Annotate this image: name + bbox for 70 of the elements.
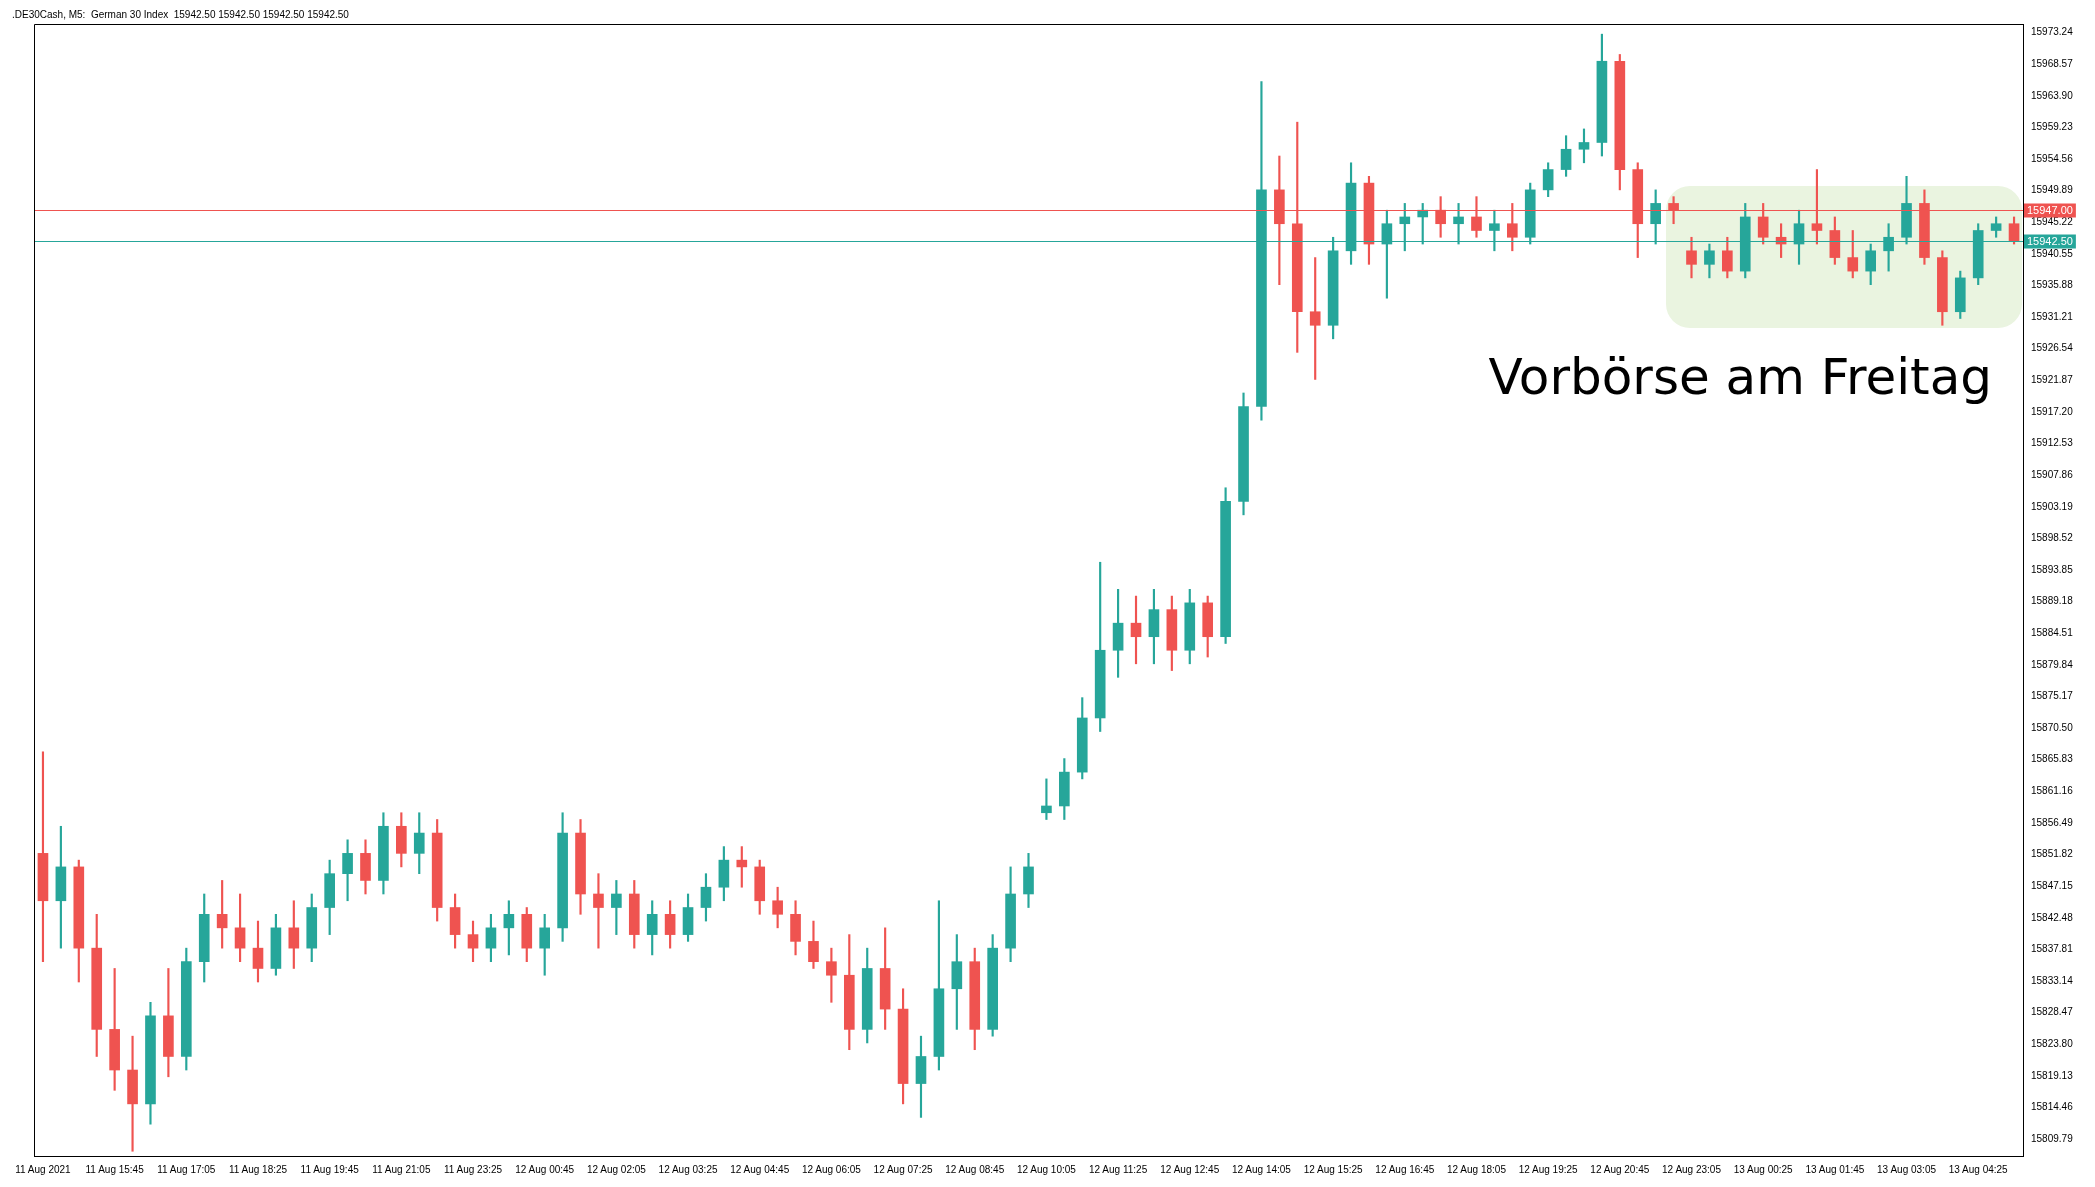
x-tick-label: 13 Aug 01:45 [1805,1163,1865,1175]
y-tick-label: 15921.87 [2031,374,2074,386]
x-tick-label: 12 Aug 02:05 [586,1163,647,1175]
y-tick-label: 15912.53 [2031,437,2074,449]
x-tick-label: 12 Aug 19:25 [1518,1163,1579,1175]
x-tick-label: 12 Aug 16:45 [1375,1163,1435,1175]
x-tick-label: 11 Aug 17:05 [157,1163,216,1175]
y-tick-label: 15907.86 [2031,468,2074,480]
y-tick-label: 15809.79 [2031,1132,2074,1144]
x-tick-label: 11 Aug 23:25 [443,1163,503,1175]
x-tick-label: 11 Aug 21:05 [372,1163,431,1175]
x-tick-label: 12 Aug 00:45 [515,1163,575,1175]
x-tick-label: 12 Aug 04:45 [730,1163,790,1175]
y-tick-label: 15856.49 [2031,816,2074,828]
x-tick-label: 12 Aug 07:25 [873,1163,933,1175]
y-tick-label: 15903.19 [2031,500,2074,512]
x-tick-label: 12 Aug 08:45 [945,1163,1005,1175]
annotation: Vorbörse am Freitag [1488,347,1993,406]
y-tick-label: 15814.46 [2031,1101,2074,1113]
y-tick-label: 15870.50 [2031,721,2074,733]
y-tick-label: 15945.22 [2031,215,2074,227]
y-tick-label: 15837.81 [2031,943,2074,955]
x-tick-label: 11 Aug 18:25 [228,1163,288,1175]
y-tick-label: 15865.83 [2031,753,2074,765]
x-tick-label: 12 Aug 03:25 [658,1163,718,1175]
y-tick-label: 15847.15 [2031,879,2074,891]
y-tick-label: 15875.17 [2031,690,2074,702]
y-tick-label: 15898.52 [2031,532,2074,544]
y-tick-label: 15968.57 [2031,57,2074,69]
x-tick-label: 12 Aug 14:05 [1231,1163,1292,1175]
x-tick-label: 11 Aug 15:45 [85,1163,145,1175]
y-tick-label: 15935.88 [2031,279,2074,291]
y-tick-label: 15833.14 [2031,974,2074,986]
x-tick-label: 11 Aug 2021 [15,1163,72,1175]
chart-title: .DE30Cash, M5: German 30 Index 15942.50 15942.50 15942.50 15942.50 [12,9,349,20]
x-tick-label: 12 Aug 15:25 [1303,1163,1364,1175]
y-tick-label: 15823.80 [2031,1038,2074,1050]
y-tick-label: 15819.13 [2031,1069,2074,1081]
y-tick-label: 15884.51 [2031,627,2074,639]
y-tick-label: 15893.85 [2031,563,2074,575]
y-tick-label: 15931.21 [2031,310,2074,322]
x-tick-label: 13 Aug 00:25 [1733,1163,1794,1175]
y-tick-label: 15851.82 [2031,848,2074,860]
y-tick-label: 15842.48 [2031,911,2074,923]
y-tick-label: 15861.16 [2031,785,2074,797]
candlestick [127,1035,138,1152]
x-tick-label: 12 Aug 23:05 [1662,1163,1722,1175]
x-tick-label: 12 Aug 11:25 [1088,1163,1148,1175]
ref-line-label: 15942.50 [2027,234,2073,247]
x-tick-label: 12 Aug 12:45 [1160,1163,1220,1175]
candlestick [593,873,604,949]
y-tick-label: 15963.90 [2031,89,2074,101]
ref-line-label: 15947.00 [2027,203,2073,216]
y-tick-label: 15949.89 [2031,184,2074,196]
x-tick-label: 12 Aug 10:05 [1016,1163,1077,1175]
y-tick-label: 15889.18 [2031,595,2074,607]
x-tick-label: 13 Aug 03:05 [1877,1163,1937,1175]
x-tick-label: 12 Aug 20:45 [1590,1163,1650,1175]
y-tick-label: 15954.56 [2031,152,2074,164]
y-tick-label: 15959.23 [2031,121,2074,133]
y-tick-label: 15917.20 [2031,405,2074,417]
y-tick-label: 15926.54 [2031,342,2074,354]
x-tick-label: 12 Aug 06:05 [801,1163,862,1175]
x-tick-label: 11 Aug 19:45 [300,1163,360,1175]
y-tick-label: 15828.47 [2031,1006,2074,1018]
y-tick-label: 15973.24 [2031,26,2074,38]
x-tick-label: 12 Aug 18:05 [1447,1163,1507,1175]
y-tick-label: 15879.84 [2031,658,2074,670]
y-tick-label: 15940.55 [2031,247,2074,259]
x-tick-label: 13 Aug 04:25 [1948,1163,2009,1175]
